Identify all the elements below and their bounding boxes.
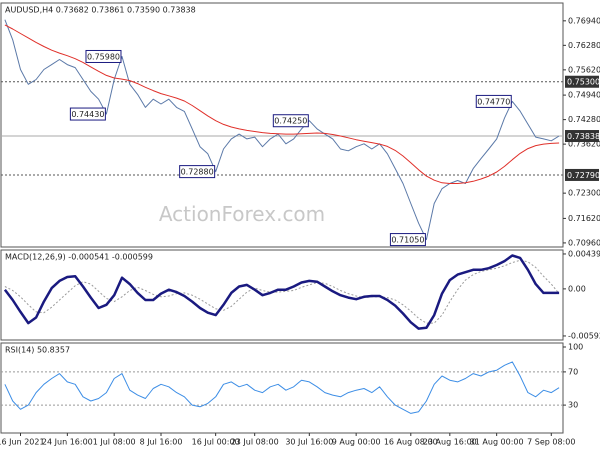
x-tick-label: 23 Jul 08:00: [231, 438, 279, 447]
y-tick-label: 0.74280: [568, 115, 600, 124]
x-tick-label: 23 Aug 16:00: [423, 438, 477, 447]
y-tick-label: 0.71620: [568, 214, 600, 223]
annotation-label: 0.74430: [71, 110, 104, 119]
series-line: [4, 19, 560, 241]
series-line: [4, 24, 560, 184]
y-tick-label: 0.75620: [568, 65, 600, 74]
y-tick-label: 30: [568, 401, 578, 410]
y-tick-label: 0.74940: [568, 91, 600, 100]
x-tick-label: 16 Jul 00:00: [192, 438, 240, 447]
y-tick-label: 0.72300: [568, 189, 600, 198]
y-tick-label: 0.76940: [568, 16, 600, 25]
annotation-box: [179, 165, 216, 179]
panel-title: MACD(12,26,9) -0.000541 -0.000599: [5, 253, 153, 262]
x-tick-label: 16 Aug 08:00: [384, 438, 438, 447]
annotation-box: [69, 107, 106, 121]
price-level-tag: [565, 168, 599, 181]
y-tick-label: 100: [568, 342, 583, 351]
y-tick-label: 0.004391: [568, 249, 600, 258]
watermark: ActionForex.com: [159, 202, 325, 226]
x-tick-label: 7 Sep 08:00: [527, 438, 575, 447]
x-tick-label: 9 Aug 00:00: [332, 438, 381, 447]
x-tick-label: 31 Aug 00:00: [470, 438, 524, 447]
y-tick-label: 70: [568, 367, 578, 376]
x-tick-label: 24 Jun 16:00: [42, 438, 93, 447]
series-line: [4, 361, 560, 414]
panel-title: AUDUSD,H4 0.73682 0.73861 0.73590 0.7383…: [5, 6, 196, 15]
price-level-label: 0.75300: [567, 78, 600, 87]
y-tick-label: 0.00: [568, 284, 586, 293]
x-tick-label: 1 Jul 08:00: [93, 438, 136, 447]
panel-title: RSI(14) 50.8357: [5, 346, 70, 355]
x-tick-label: 30 Jul 16:00: [285, 438, 333, 447]
price-level-tag: [565, 130, 599, 143]
y-tick-label: 0.70960: [568, 238, 600, 247]
annotation-box: [85, 49, 122, 63]
annotation-label: 0.71050: [391, 236, 424, 245]
price-level-label: 0.73838: [567, 132, 600, 141]
annotation-box: [272, 114, 309, 128]
annotation-label: 0.74250: [274, 117, 307, 126]
price-level-label: 0.72790: [567, 171, 600, 180]
y-tick-label: -0.005922: [568, 331, 600, 340]
x-tick-label: 16 Jun 2021: [0, 438, 45, 447]
annotation-label: 0.75980: [87, 52, 120, 61]
annotation-label: 0.72880: [181, 168, 214, 177]
annotation-label: 0.74770: [477, 97, 510, 106]
panel-frame: [0, 249, 564, 341]
panel-frame: [0, 342, 564, 434]
y-tick-label: 0.73620: [568, 140, 600, 149]
price-level-tag: [565, 75, 599, 88]
series-line: [3, 254, 560, 330]
x-tick-label: 8 Jul 16:00: [140, 438, 183, 447]
annotation-box: [389, 233, 426, 247]
y-tick-label: 0.76280: [568, 41, 600, 50]
annotation-box: [475, 94, 512, 108]
